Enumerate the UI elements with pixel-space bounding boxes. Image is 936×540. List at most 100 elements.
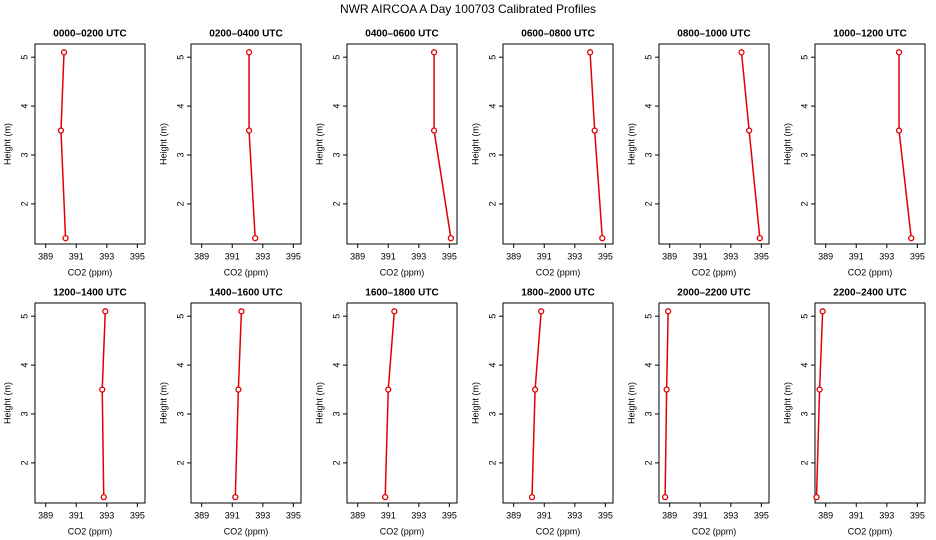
x-tick-label: 389 bbox=[506, 510, 521, 520]
data-point bbox=[738, 49, 745, 56]
y-tick-label: 2 bbox=[799, 201, 809, 206]
x-tick-label: 391 bbox=[225, 251, 240, 261]
y-axis-label: Height (m) bbox=[470, 382, 480, 424]
x-tick-label: 393 bbox=[723, 510, 738, 520]
panel-title: 0600–0800 UTC bbox=[521, 29, 594, 40]
x-tick-label: 389 bbox=[350, 510, 365, 520]
plot-frame bbox=[346, 302, 458, 504]
y-tick-label: 4 bbox=[19, 104, 29, 109]
x-tick-label: 395 bbox=[598, 510, 613, 520]
y-axis-label: Height (m) bbox=[470, 123, 480, 165]
x-tick-label: 393 bbox=[723, 251, 738, 261]
x-tick-label: 393 bbox=[255, 251, 270, 261]
x-tick-label: 389 bbox=[38, 251, 53, 261]
x-tick-label: 391 bbox=[381, 510, 396, 520]
x-tick-label: 395 bbox=[442, 251, 457, 261]
profile-line bbox=[433, 52, 452, 239]
y-tick-label: 5 bbox=[799, 314, 809, 319]
x-axis-label: CO2 (ppm) bbox=[848, 267, 893, 277]
panel-title: 0000–0200 UTC bbox=[53, 29, 126, 40]
y-tick-label: 2 bbox=[175, 460, 185, 465]
x-tick-label: 389 bbox=[662, 251, 677, 261]
y-tick-label: 4 bbox=[799, 104, 809, 109]
panel-title: 1200–1400 UTC bbox=[53, 288, 126, 299]
plot-frame bbox=[190, 43, 302, 245]
x-tick-label: 395 bbox=[286, 251, 301, 261]
x-axis-label: CO2 (ppm) bbox=[68, 526, 113, 536]
data-point bbox=[661, 493, 669, 501]
data-point bbox=[665, 308, 672, 315]
data-point bbox=[60, 49, 68, 56]
x-tick-label: 391 bbox=[537, 510, 552, 520]
y-tick-label: 2 bbox=[331, 201, 341, 206]
panel-title: 1800–2000 UTC bbox=[521, 288, 594, 299]
y-tick-label: 2 bbox=[643, 201, 653, 206]
y-axis-label: Height (m) bbox=[2, 382, 12, 424]
data-point bbox=[819, 308, 826, 315]
x-tick-label: 395 bbox=[754, 510, 769, 520]
profile-line bbox=[248, 52, 256, 239]
panel-title: 1600–1800 UTC bbox=[365, 288, 438, 299]
y-tick-label: 5 bbox=[175, 314, 185, 319]
y-axis-label: Height (m) bbox=[314, 382, 324, 424]
y-axis-label: Height (m) bbox=[2, 123, 12, 165]
x-tick-label: 393 bbox=[879, 251, 894, 261]
y-tick-label: 4 bbox=[19, 363, 29, 368]
x-axis-label: CO2 (ppm) bbox=[380, 526, 425, 536]
x-tick-label: 393 bbox=[99, 251, 114, 261]
x-tick-label: 391 bbox=[225, 510, 240, 520]
y-tick-label: 4 bbox=[331, 104, 341, 109]
x-tick-label: 389 bbox=[38, 510, 53, 520]
data-point bbox=[382, 493, 389, 501]
y-tick-label: 5 bbox=[331, 55, 341, 60]
data-point bbox=[813, 493, 820, 501]
y-axis-label: Height (m) bbox=[158, 123, 168, 165]
x-tick-label: 395 bbox=[598, 251, 613, 261]
y-axis-label: Height (m) bbox=[314, 123, 324, 165]
y-tick-label: 2 bbox=[487, 460, 497, 465]
x-tick-label: 393 bbox=[567, 251, 582, 261]
y-axis-label: Height (m) bbox=[626, 382, 636, 424]
y-tick-label: 2 bbox=[799, 460, 809, 465]
x-tick-label: 395 bbox=[286, 510, 301, 520]
y-tick-label: 3 bbox=[175, 411, 185, 416]
data-point bbox=[591, 127, 598, 134]
y-tick-label: 3 bbox=[487, 152, 497, 157]
x-tick-label: 395 bbox=[910, 251, 925, 261]
x-tick-label: 389 bbox=[194, 510, 209, 520]
y-tick-label: 3 bbox=[799, 411, 809, 416]
profile-line bbox=[234, 311, 243, 498]
y-tick-label: 5 bbox=[487, 314, 497, 319]
data-point bbox=[102, 308, 109, 315]
x-tick-label: 395 bbox=[130, 251, 145, 261]
plot-frame bbox=[346, 43, 458, 245]
data-point bbox=[100, 493, 107, 501]
y-tick-label: 2 bbox=[487, 201, 497, 206]
profile-line bbox=[531, 311, 542, 498]
y-axis-label: Height (m) bbox=[782, 382, 792, 424]
y-tick-label: 4 bbox=[175, 104, 185, 109]
x-tick-label: 391 bbox=[537, 251, 552, 261]
x-tick-label: 391 bbox=[69, 251, 84, 261]
plot-frame bbox=[814, 43, 926, 245]
y-tick-label: 3 bbox=[487, 411, 497, 416]
x-tick-label: 389 bbox=[350, 251, 365, 261]
x-tick-label: 391 bbox=[69, 510, 84, 520]
data-point bbox=[99, 386, 106, 393]
x-tick-label: 389 bbox=[194, 251, 209, 261]
plot-frame bbox=[502, 43, 614, 245]
data-point bbox=[235, 386, 242, 393]
y-tick-label: 5 bbox=[643, 314, 653, 319]
data-point bbox=[745, 127, 753, 134]
profile-line bbox=[815, 311, 824, 498]
data-point bbox=[816, 386, 823, 393]
profile-line bbox=[384, 311, 396, 498]
profile-line bbox=[664, 311, 669, 498]
x-tick-label: 393 bbox=[255, 510, 270, 520]
data-point bbox=[528, 493, 536, 501]
y-tick-label: 2 bbox=[643, 460, 653, 465]
data-point bbox=[756, 234, 763, 242]
x-tick-label: 391 bbox=[693, 510, 708, 520]
x-axis-label: CO2 (ppm) bbox=[692, 267, 737, 277]
